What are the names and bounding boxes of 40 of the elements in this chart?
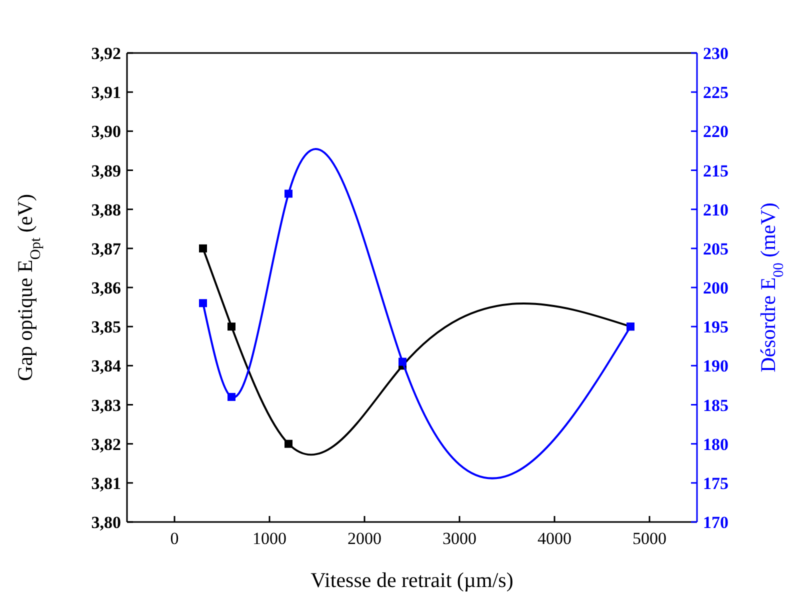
point xyxy=(199,299,207,308)
y-tick-label: 3,91 xyxy=(91,83,121,102)
y-tick-label: 3,90 xyxy=(91,122,121,142)
point xyxy=(228,392,236,401)
y2-tick-label: 230 xyxy=(703,44,728,63)
x-tick-label: 5000 xyxy=(632,529,666,548)
y2-tick-label: 175 xyxy=(703,474,728,493)
point xyxy=(228,322,236,331)
y2-tick-label: 225 xyxy=(703,83,728,102)
point xyxy=(284,190,292,198)
point xyxy=(199,244,207,252)
y-tick-label: 3,88 xyxy=(91,200,121,220)
y-tick-label: 3,83 xyxy=(91,396,121,415)
y2-tick-label: 185 xyxy=(703,396,728,415)
y-tick-label: 3,81 xyxy=(91,474,121,493)
y-tick-label: 3,84 xyxy=(91,356,122,376)
y2-tick-label: 180 xyxy=(703,434,728,454)
y2-tick-label: 200 xyxy=(703,278,728,298)
y2-tick-label: 215 xyxy=(703,161,728,180)
x-tick-label: 2000 xyxy=(348,529,382,548)
x-tick-label: 4000 xyxy=(538,529,572,548)
point xyxy=(398,358,406,366)
y-tick-label: 3,87 xyxy=(91,239,122,258)
y2-tick-label: 210 xyxy=(703,200,728,220)
x-axis-title: Vitesse de retrait (µm/s) xyxy=(310,568,514,592)
y-tick-label: 3,86 xyxy=(91,278,121,298)
point xyxy=(284,440,292,448)
y-tick-label: 3,80 xyxy=(91,513,121,532)
y-tick-label: 3,82 xyxy=(91,434,121,454)
y2-tick-label: 170 xyxy=(703,513,728,532)
y-tick-label: 3,89 xyxy=(91,161,121,180)
y-tick-label: 3,85 xyxy=(91,318,121,337)
x-tick-label: 0 xyxy=(170,529,179,548)
x-tick-label: 3000 xyxy=(442,529,476,548)
y2-tick-label: 205 xyxy=(703,239,728,258)
y2-tick-label: 195 xyxy=(703,318,728,337)
x-tick-label: 1000 xyxy=(252,529,286,548)
y2-tick-label: 220 xyxy=(703,122,728,142)
y-tick-label: 3,92 xyxy=(91,44,121,63)
y2-tick-label: 190 xyxy=(703,356,728,376)
